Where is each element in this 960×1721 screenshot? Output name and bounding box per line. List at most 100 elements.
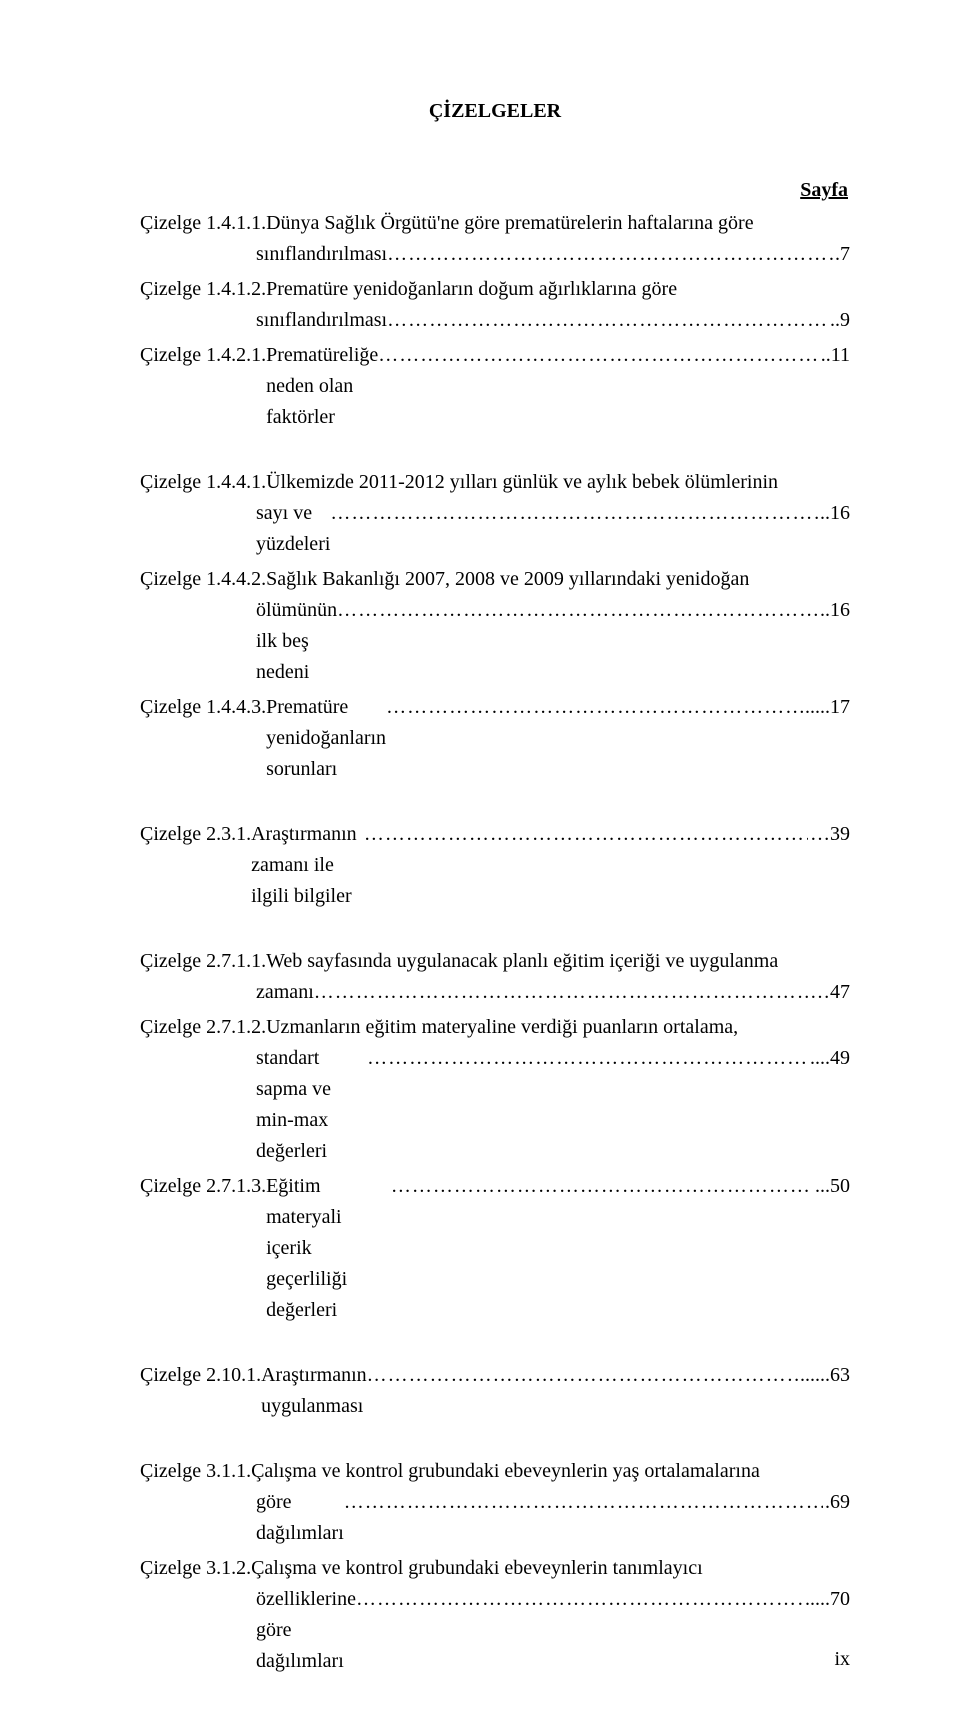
- toc-entry-page: .69: [823, 1487, 850, 1518]
- toc-entry-page: ....49: [808, 1043, 850, 1074]
- toc-entry-prefix: Çizelge 2.7.1.3.: [140, 1171, 266, 1202]
- toc-entry: Çizelge 1.4.2.1. Prematüreliğe neden ola…: [140, 340, 850, 433]
- toc-entry-text: Web sayfasında uygulanacak planlı eğitim…: [266, 946, 778, 977]
- toc-entry-page: …47: [808, 977, 850, 1008]
- toc-entry-prefix: Çizelge 1.4.1.1.: [140, 208, 266, 239]
- toc-leader-dots: ……………………………………………………………………………………………………………: [387, 305, 828, 336]
- toc-leader-dots: ……………………………………………………………………………………………………………: [391, 1171, 813, 1202]
- toc-entry-page: …39: [808, 819, 850, 850]
- toc-entry-page: .7: [833, 239, 850, 270]
- toc-entry: Çizelge 3.1.2. Çalışma ve kontrol grubun…: [140, 1553, 850, 1677]
- toc-entry-line2: göre dağılımları…………………………………………………………………: [140, 1487, 850, 1549]
- toc-leader-dots: ……………………………………………………………………………………………………………: [387, 239, 833, 270]
- toc-entry-cont-text: özelliklerine göre dağılımları: [256, 1584, 356, 1677]
- toc-entry-line2: özelliklerine göre dağılımları……………………………: [140, 1584, 850, 1677]
- toc-leader-dots: ……………………………………………………………………………………………………………: [337, 595, 818, 626]
- toc-entry: Çizelge 1.4.1.2. Prematüre yenidoğanları…: [140, 274, 850, 336]
- toc-entry-prefix: Çizelge 1.4.4.1.: [140, 467, 266, 498]
- toc-entry-page: ..9: [828, 305, 850, 336]
- toc-entry-line1: Çizelge 2.7.1.2. Uzmanların eğitim mater…: [140, 1012, 850, 1043]
- toc-entry-page: ..11: [819, 340, 850, 371]
- toc-entry-text: Prematüre yenidoğanların doğum ağırlıkla…: [266, 274, 677, 305]
- toc-entry-prefix: Çizelge 1.4.4.2.: [140, 564, 266, 595]
- toc-leader-dots: ……………………………………………………………………………………………………………: [367, 1360, 798, 1391]
- toc-entry-line1: Çizelge 1.4.2.1. Prematüreliğe neden ola…: [140, 340, 850, 433]
- toc-entry-page: .....17: [803, 692, 850, 723]
- toc-entry-line2: sınıflandırılması………………………………………………………………: [140, 305, 850, 336]
- toc-entry-cont-text: standart sapma ve min-max değerleri: [256, 1043, 367, 1167]
- toc-entry-cont-text: göre dağılımları: [256, 1487, 344, 1549]
- section-gap: [140, 789, 850, 819]
- page-column-header: Sayfa: [140, 179, 850, 202]
- page-number: ix: [834, 1648, 850, 1671]
- toc-entry-page: ..16: [818, 498, 850, 529]
- toc-leader-dots: ……………………………………………………………………………………………………………: [344, 1487, 823, 1518]
- toc-entry-line1: Çizelge 1.4.1.1. Dünya Sağlık Örgütü'ne …: [140, 208, 850, 239]
- toc-entry: Çizelge 3.1.1. Çalışma ve kontrol grubun…: [140, 1456, 850, 1549]
- toc-entry-line1: Çizelge 3.1.2. Çalışma ve kontrol grubun…: [140, 1553, 850, 1584]
- toc-entry-page: ......63: [798, 1360, 850, 1391]
- toc-entry-cont-text: zamanı: [256, 977, 314, 1008]
- toc-entry-text: Prematüreliğe neden olan faktörler: [266, 340, 378, 433]
- toc-entry-text: Eğitim materyali içerik geçerliliği değe…: [266, 1171, 391, 1326]
- toc-entry-page: ..16: [818, 595, 850, 626]
- section-gap: [140, 1330, 850, 1360]
- toc-entry-prefix: Çizelge 1.4.2.1.: [140, 340, 266, 371]
- toc-leader-dots: ……………………………………………………………………………………………………………: [378, 340, 818, 371]
- toc-entry: Çizelge 1.4.4.3. Prematüre yenidoğanları…: [140, 692, 850, 785]
- toc-entry-line2: standart sapma ve min-max değerleri………………: [140, 1043, 850, 1167]
- toc-entry: Çizelge 2.7.1.2. Uzmanların eğitim mater…: [140, 1012, 850, 1167]
- section-gap: [140, 1426, 850, 1456]
- toc-entry-text: Araştırmanın zamanı ile ilgili bilgiler: [251, 819, 364, 912]
- toc-entry-line1: Çizelge 2.10.1. Araştırmanın uygulanması…: [140, 1360, 850, 1422]
- toc-entry-line2: sayı ve yüzdeleri………………………………………………………………: [140, 498, 850, 560]
- toc-entries: Çizelge 1.4.1.1. Dünya Sağlık Örgütü'ne …: [140, 208, 850, 1677]
- toc-leader-dots: ……………………………………………………………………………………………………………: [330, 498, 818, 529]
- toc-entry-line1: Çizelge 1.4.1.2. Prematüre yenidoğanları…: [140, 274, 850, 305]
- toc-entry-page: ...50: [813, 1171, 850, 1202]
- toc-entry-prefix: Çizelge 2.3.1.: [140, 819, 251, 850]
- toc-entry-prefix: Çizelge 3.1.2.: [140, 1553, 251, 1584]
- toc-entry-text: Ülkemizde 2011-2012 yılları günlük ve ay…: [266, 467, 778, 498]
- toc-entry-line1: Çizelge 2.3.1. Araştırmanın zamanı ile i…: [140, 819, 850, 912]
- toc-leader-dots: ……………………………………………………………………………………………………………: [314, 977, 808, 1008]
- toc-entry-cont-text: sınıflandırılması: [256, 239, 387, 270]
- toc-leader-dots: ……………………………………………………………………………………………………………: [356, 1584, 803, 1615]
- toc-entry-cont-text: sayı ve yüzdeleri: [256, 498, 330, 560]
- toc-entry-line1: Çizelge 1.4.4.2. Sağlık Bakanlığı 2007, …: [140, 564, 850, 595]
- section-gap: [140, 916, 850, 946]
- toc-entry-text: Çalışma ve kontrol grubundaki ebeveynler…: [251, 1456, 760, 1487]
- toc-leader-dots: ……………………………………………………………………………………………………………: [367, 1043, 808, 1074]
- toc-entry-text: Uzmanların eğitim materyaline verdiği pu…: [266, 1012, 738, 1043]
- toc-entry-cont-text: sınıflandırılması: [256, 305, 387, 336]
- toc-entry-line1: Çizelge 2.7.1.1. Web sayfasında uygulana…: [140, 946, 850, 977]
- toc-entry-prefix: Çizelge 1.4.4.3.: [140, 692, 266, 723]
- page-title: ÇİZELGELER: [140, 100, 850, 123]
- toc-entry-line2: zamanı……………………………………………………………………………………………: [140, 977, 850, 1008]
- toc-entry-line1: Çizelge 2.7.1.3. Eğitim materyali içerik…: [140, 1171, 850, 1326]
- toc-leader-dots: ……………………………………………………………………………………………………………: [386, 692, 803, 723]
- toc-entry: Çizelge 1.4.1.1. Dünya Sağlık Örgütü'ne …: [140, 208, 850, 270]
- toc-entry-text: Dünya Sağlık Örgütü'ne göre prematüreler…: [266, 208, 754, 239]
- toc-entry-text: Sağlık Bakanlığı 2007, 2008 ve 2009 yıll…: [266, 564, 749, 595]
- toc-entry: Çizelge 2.3.1. Araştırmanın zamanı ile i…: [140, 819, 850, 912]
- toc-entry-line2: sınıflandırılması………………………………………………………………: [140, 239, 850, 270]
- toc-entry-prefix: Çizelge 2.10.1.: [140, 1360, 261, 1391]
- toc-entry-line1: Çizelge 1.4.4.1. Ülkemizde 2011-2012 yıl…: [140, 467, 850, 498]
- toc-entry-text: Araştırmanın uygulanması: [261, 1360, 367, 1422]
- toc-entry-prefix: Çizelge 2.7.1.1.: [140, 946, 266, 977]
- page-container: ÇİZELGELER Sayfa Çizelge 1.4.1.1. Dünya …: [0, 0, 960, 1721]
- toc-entry: Çizelge 2.10.1. Araştırmanın uygulanması…: [140, 1360, 850, 1422]
- toc-leader-dots: ……………………………………………………………………………………………………………: [364, 819, 808, 850]
- toc-entry-cont-text: ölümünün ilk beş nedeni: [256, 595, 337, 688]
- toc-entry-page: .....70: [803, 1584, 850, 1615]
- toc-entry-text: Prematüre yenidoğanların sorunları: [266, 692, 386, 785]
- toc-entry-line1: Çizelge 3.1.1. Çalışma ve kontrol grubun…: [140, 1456, 850, 1487]
- section-gap: [140, 437, 850, 467]
- toc-entry-prefix: Çizelge 3.1.1.: [140, 1456, 251, 1487]
- toc-entry-prefix: Çizelge 2.7.1.2.: [140, 1012, 266, 1043]
- toc-entry-line2: ölümünün ilk beş nedeni………………………………………………: [140, 595, 850, 688]
- toc-entry-prefix: Çizelge 1.4.1.2.: [140, 274, 266, 305]
- toc-entry: Çizelge 1.4.4.2. Sağlık Bakanlığı 2007, …: [140, 564, 850, 688]
- toc-entry: Çizelge 1.4.4.1. Ülkemizde 2011-2012 yıl…: [140, 467, 850, 560]
